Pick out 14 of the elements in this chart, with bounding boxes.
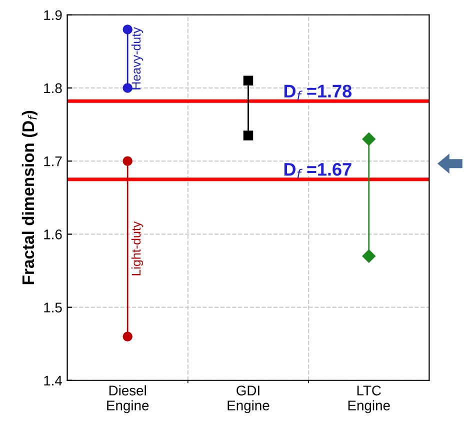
y-axis-title: Fractal dimension (D$_{f}$)	[22, 110, 38, 284]
y-tick-label: 1.9	[44, 10, 62, 20]
y-tick-label: 1.7	[44, 156, 62, 166]
y-tick-label: 1.8	[44, 83, 62, 94]
y-tick-label: 1.6	[44, 230, 62, 240]
text: Light-duty	[131, 221, 144, 276]
ref-line-label: D$_{f}$ =1.67	[284, 162, 352, 179]
x-tick-label: Diesel Engine	[107, 385, 149, 414]
y-tick-label: 1.4	[44, 376, 62, 386]
x-tick-label: LTC Engine	[348, 386, 390, 414]
ref-line-label: D$_{f}$ =1.78	[284, 84, 352, 100]
text: Heavy-duty	[131, 27, 144, 90]
y-tick-label: 1.5	[44, 302, 62, 312]
x-tick-label: GDI Engine	[228, 386, 270, 414]
